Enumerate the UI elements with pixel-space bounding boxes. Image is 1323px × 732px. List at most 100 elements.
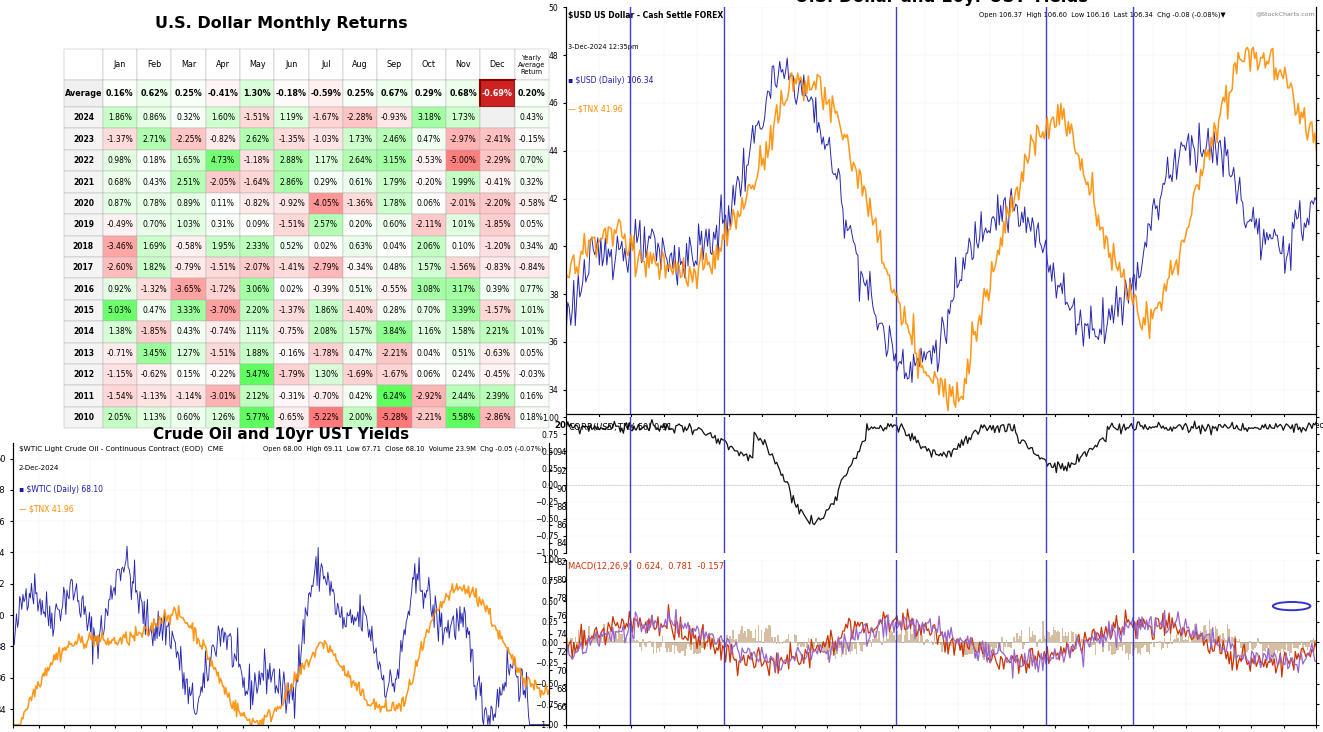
- Text: -0.39%: -0.39%: [312, 285, 339, 294]
- Text: -0.03%: -0.03%: [519, 370, 545, 379]
- Bar: [983, 643, 984, 660]
- Bar: [943, 643, 945, 645]
- Bar: [1282, 643, 1285, 652]
- Bar: [888, 639, 889, 643]
- Text: -1.40%: -1.40%: [347, 306, 373, 315]
- Bar: [757, 641, 758, 643]
- Bar: [1310, 640, 1311, 643]
- Bar: [894, 640, 896, 643]
- FancyBboxPatch shape: [446, 236, 480, 257]
- Bar: [1256, 643, 1257, 646]
- Bar: [950, 643, 951, 646]
- FancyBboxPatch shape: [480, 364, 515, 386]
- Bar: [706, 643, 708, 647]
- Bar: [1225, 640, 1226, 643]
- Text: -2.21%: -2.21%: [415, 413, 442, 422]
- Bar: [823, 643, 824, 651]
- Bar: [586, 638, 587, 643]
- Bar: [668, 643, 669, 649]
- FancyBboxPatch shape: [205, 364, 239, 386]
- Bar: [628, 638, 630, 643]
- Text: 0.98%: 0.98%: [108, 156, 132, 165]
- Bar: [656, 643, 658, 653]
- Text: -1.72%: -1.72%: [209, 285, 237, 294]
- Bar: [898, 635, 900, 643]
- FancyBboxPatch shape: [308, 278, 343, 300]
- Bar: [744, 633, 745, 643]
- Bar: [1142, 643, 1143, 649]
- Bar: [1311, 640, 1312, 643]
- FancyBboxPatch shape: [274, 50, 308, 80]
- FancyBboxPatch shape: [274, 300, 308, 321]
- FancyBboxPatch shape: [446, 107, 480, 129]
- Bar: [660, 643, 662, 646]
- Text: 2.08%: 2.08%: [314, 327, 337, 337]
- Text: 0.18%: 0.18%: [143, 156, 167, 165]
- FancyBboxPatch shape: [64, 407, 103, 428]
- FancyBboxPatch shape: [515, 150, 549, 171]
- Bar: [1146, 643, 1147, 651]
- Bar: [652, 643, 654, 654]
- Bar: [675, 643, 677, 646]
- Bar: [1238, 639, 1241, 643]
- Text: -5.22%: -5.22%: [312, 413, 339, 422]
- Bar: [614, 632, 615, 643]
- Bar: [601, 635, 602, 643]
- Text: -2.11%: -2.11%: [415, 220, 442, 229]
- FancyBboxPatch shape: [515, 343, 549, 364]
- Text: 2018: 2018: [73, 242, 94, 251]
- FancyBboxPatch shape: [377, 80, 411, 107]
- Text: -1.56%: -1.56%: [450, 263, 476, 272]
- Text: -1.18%: -1.18%: [243, 156, 270, 165]
- FancyBboxPatch shape: [343, 321, 377, 343]
- FancyBboxPatch shape: [480, 321, 515, 343]
- FancyBboxPatch shape: [480, 278, 515, 300]
- Bar: [1028, 627, 1031, 643]
- Bar: [1119, 643, 1121, 647]
- Title: Crude Oil and 10yr UST Yields: Crude Oil and 10yr UST Yields: [153, 427, 409, 441]
- Bar: [859, 643, 860, 645]
- Text: -1.79%: -1.79%: [278, 370, 304, 379]
- FancyBboxPatch shape: [480, 236, 515, 257]
- Bar: [794, 635, 795, 643]
- Bar: [1115, 643, 1117, 651]
- FancyBboxPatch shape: [480, 107, 515, 129]
- Text: 0.92%: 0.92%: [108, 285, 132, 294]
- Text: -1.51%: -1.51%: [209, 348, 237, 358]
- Text: 0.70%: 0.70%: [142, 220, 167, 229]
- Text: 2.88%: 2.88%: [279, 156, 303, 165]
- Bar: [1254, 643, 1256, 648]
- FancyBboxPatch shape: [515, 236, 549, 257]
- Text: 0.43%: 0.43%: [176, 327, 201, 337]
- Bar: [876, 631, 877, 643]
- Text: Jul: Jul: [321, 60, 331, 69]
- Bar: [565, 641, 568, 643]
- Bar: [835, 643, 836, 660]
- Bar: [1308, 643, 1310, 647]
- FancyBboxPatch shape: [239, 214, 274, 236]
- Bar: [1267, 643, 1269, 645]
- Bar: [714, 643, 716, 644]
- Bar: [1215, 626, 1216, 643]
- Text: 5.58%: 5.58%: [451, 413, 475, 422]
- Text: 3.15%: 3.15%: [382, 156, 406, 165]
- Bar: [569, 643, 570, 644]
- Bar: [1045, 639, 1046, 643]
- Text: 3.39%: 3.39%: [451, 306, 475, 315]
- FancyBboxPatch shape: [64, 300, 103, 321]
- FancyBboxPatch shape: [64, 278, 103, 300]
- Bar: [1049, 638, 1050, 643]
- Text: -0.82%: -0.82%: [209, 135, 237, 143]
- FancyBboxPatch shape: [172, 150, 205, 171]
- Text: 0.06%: 0.06%: [417, 199, 441, 208]
- Bar: [966, 643, 967, 655]
- FancyBboxPatch shape: [308, 107, 343, 129]
- FancyBboxPatch shape: [103, 50, 138, 80]
- Bar: [1191, 634, 1192, 643]
- Text: -0.49%: -0.49%: [106, 220, 134, 229]
- Text: 0.39%: 0.39%: [486, 285, 509, 294]
- FancyBboxPatch shape: [103, 300, 138, 321]
- Bar: [603, 624, 605, 643]
- FancyBboxPatch shape: [103, 386, 138, 407]
- FancyBboxPatch shape: [446, 321, 480, 343]
